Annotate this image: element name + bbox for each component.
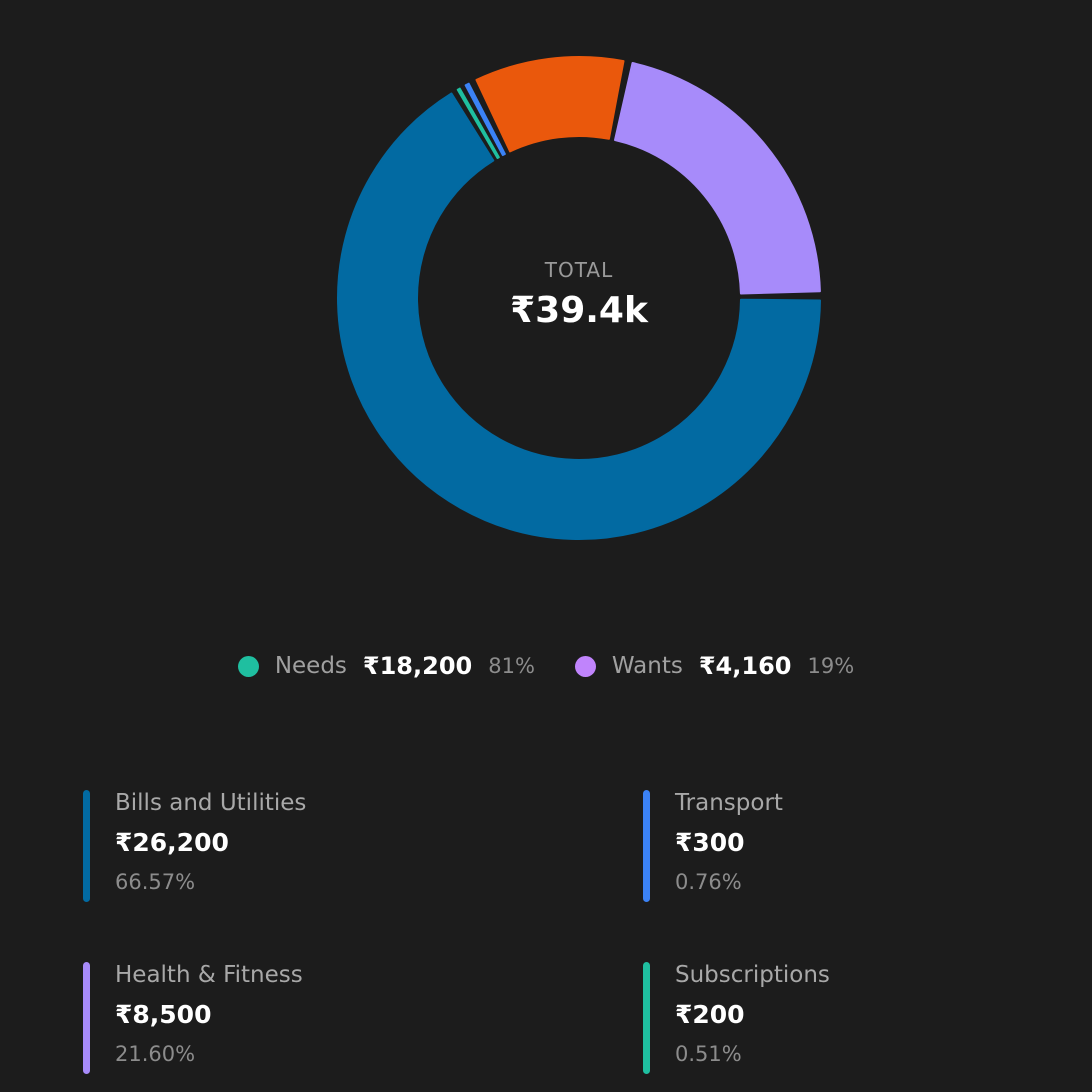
group-name: Needs (274, 653, 347, 679)
category-name: Subscriptions (675, 962, 830, 988)
donut-slice-health-fitness[interactable] (614, 62, 821, 295)
group-percent: 19% (807, 654, 855, 678)
donut-chart (337, 56, 821, 540)
category-name: Bills and Utilities (115, 790, 307, 816)
category-name: Health & Fitness (115, 962, 303, 988)
total-value: ₹39.4k (510, 290, 648, 331)
category-amount: ₹26,200 (115, 828, 229, 857)
needs-dot-icon (237, 655, 259, 677)
category-color-bar (83, 962, 90, 1074)
category-color-bar (643, 962, 650, 1074)
group-amount: ₹4,160 (698, 652, 792, 680)
group-wants: Wants ₹4,160 19% (574, 652, 855, 680)
wants-dot-icon (574, 655, 596, 677)
category-percent: 0.76% (675, 870, 742, 894)
group-name: Wants (611, 653, 683, 679)
donut-slice-subscriptions[interactable] (456, 87, 500, 159)
donut-slice-transport[interactable] (464, 82, 506, 157)
category-health-and-fitness[interactable]: Health & Fitness ₹8,500 21.60% (83, 962, 483, 1074)
group-summary: Needs ₹18,200 81% Wants ₹4,160 19% (0, 652, 1092, 680)
total-label: TOTAL (544, 258, 614, 282)
category-color-bar (643, 790, 650, 902)
category-percent: 21.60% (115, 1042, 196, 1066)
category-percent: 0.51% (675, 1042, 742, 1066)
group-amount: ₹18,200 (362, 652, 473, 680)
category-subscriptions[interactable]: Subscriptions ₹200 0.51% (643, 962, 1043, 1074)
category-percent: 66.57% (115, 870, 196, 894)
donut-slice-bills-and-utilities[interactable] (337, 92, 821, 540)
donut-slice-other-3[interactable] (475, 56, 625, 153)
group-percent: 81% (488, 654, 535, 678)
group-needs: Needs ₹18,200 81% (237, 652, 535, 680)
category-transport[interactable]: Transport ₹300 0.76% (643, 790, 1043, 902)
category-amount: ₹8,500 (115, 1000, 212, 1029)
category-name: Transport (675, 790, 783, 816)
category-amount: ₹300 (675, 828, 745, 857)
category-amount: ₹200 (675, 1000, 745, 1029)
category-bills-and-utilities[interactable]: Bills and Utilities ₹26,200 66.57% (83, 790, 483, 902)
category-color-bar (83, 790, 90, 902)
